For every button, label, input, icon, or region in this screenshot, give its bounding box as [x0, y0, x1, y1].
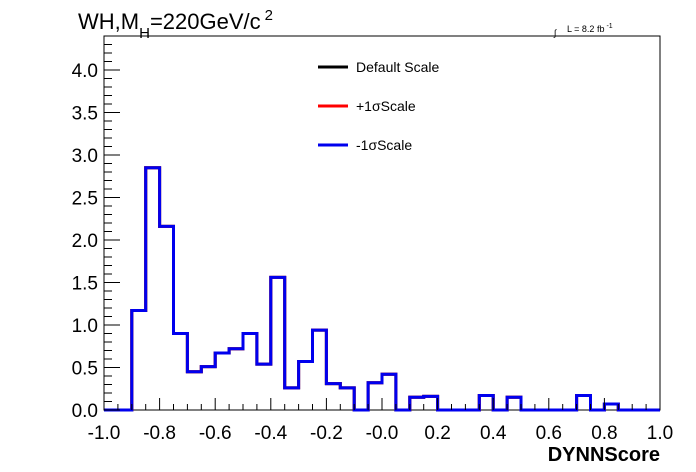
- title-main: WH,M: [78, 9, 139, 34]
- legend: Default Scale +1σScale -1σScale: [318, 59, 439, 153]
- y-tick-label: 2.5: [72, 189, 98, 210]
- y-tick-label: 0.5: [72, 359, 98, 380]
- y-tick-label: 0.0: [72, 401, 98, 422]
- x-tick-label: 0.8: [591, 423, 617, 444]
- y-tick-label: 4.0: [72, 61, 98, 82]
- lumi-integral-symbol: ∫: [553, 28, 558, 38]
- y-tick-label: 3.5: [72, 104, 98, 125]
- y-tick-label: 1.5: [72, 274, 98, 295]
- legend-label-default-scale: Default Scale: [356, 59, 439, 75]
- x-tick-label: 0.2: [424, 423, 450, 444]
- series-line-1-scale: [104, 166, 660, 412]
- title-rest: =220GeV/c: [150, 9, 261, 34]
- title-subscript: H: [139, 25, 150, 42]
- title-superscript: 2: [265, 7, 273, 24]
- x-axis-label: DYNNScore: [548, 444, 660, 466]
- x-tick-label: -0.2: [310, 423, 343, 444]
- legend-label-minus-1sigma: -1σScale: [356, 137, 412, 153]
- x-tick-label: 1.0: [647, 423, 673, 444]
- x-tick-label: 0.6: [536, 423, 562, 444]
- x-tick-label: -0.4: [254, 423, 287, 444]
- x-tick-label: 0.4: [480, 423, 507, 444]
- x-tick-label: -0.0: [366, 423, 399, 444]
- lumi-label: L = 8.2 fb -1: [567, 23, 613, 34]
- series-group: [104, 166, 660, 412]
- y-tick-label: 1.0: [72, 316, 98, 337]
- chart-title: WH,MH=220GeV/c 2: [78, 7, 273, 42]
- lumi-superscript: -1: [606, 23, 612, 30]
- y-tick-label: 2.0: [72, 231, 98, 252]
- x-tick-label: -0.6: [199, 423, 232, 444]
- y-tick-label: 3.0: [72, 146, 98, 167]
- x-tick-label: -0.8: [143, 423, 176, 444]
- x-tick-label: -1.0: [88, 423, 121, 444]
- lumi-text: L = 8.2 fb: [567, 24, 604, 34]
- legend-label-plus-1sigma: +1σScale: [356, 98, 416, 114]
- axis-group: -1.0 -0.8 -0.6 -0.4 -0.2 -0.0 0.2 0.4 0.6 0.8 1.0 0…: [72, 35, 673, 444]
